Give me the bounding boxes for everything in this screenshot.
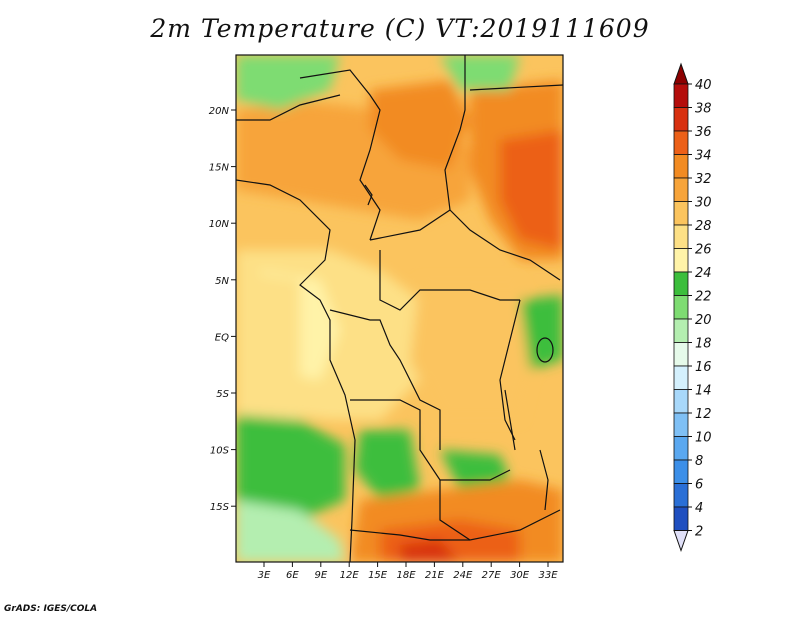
colorbar-bin: [673, 459, 689, 484]
lat-tick-label: 5S: [216, 389, 229, 400]
colorbar-bin: [673, 295, 689, 320]
colorbar-label: 36: [695, 125, 712, 140]
lakes: [364, 184, 554, 511]
colorbar: 40 38 36 34 32 30 28 26 24 22 20 18 16 14 12 10 8 6 4 2: [673, 62, 712, 553]
colorbar-bin: [673, 271, 689, 296]
latitude-axis: 20N 15N 10N 5N EQ 5S 10S 15S: [209, 106, 236, 513]
colorbar-label: 10: [695, 431, 712, 446]
colorbar-label: 26: [695, 243, 712, 258]
colorbar-label: 8: [695, 454, 703, 469]
country-borders: [236, 55, 563, 562]
lon-tick-label: 9E: [314, 570, 327, 581]
colorbar-over-arrow: [673, 62, 689, 85]
colorbar-bin: [673, 483, 689, 508]
colorbar-bin: [673, 318, 689, 343]
colorbar-bin: [673, 130, 689, 155]
lon-tick-label: 15E: [368, 570, 388, 581]
colorbar-bin: [673, 224, 689, 249]
lon-tick-label: 3E: [258, 570, 271, 581]
lon-tick-label: 12E: [340, 570, 360, 581]
colorbar-label: 24: [695, 266, 712, 281]
colorbar-label: 34: [695, 149, 712, 164]
longitude-axis: 3E 6E 9E 12E 15E 18E 21E 24E 27E 30E 33E: [258, 562, 558, 581]
colorbar-label: 22: [695, 290, 712, 305]
colorbar-bin: [673, 342, 689, 367]
lat-tick-label: EQ: [215, 332, 229, 343]
footer-credit: GrADS: IGES/COLA: [4, 604, 98, 614]
colorbar-label: 6: [695, 478, 703, 493]
lon-tick-label: 6E: [286, 570, 299, 581]
colorbar-bin: [673, 365, 689, 390]
colorbar-bin: [673, 506, 689, 531]
lat-tick-label: 10N: [209, 219, 230, 230]
colorbar-label: 32: [695, 172, 712, 187]
map-frame: [235, 54, 564, 563]
colorbar-bin: [673, 107, 689, 132]
colorbar-label: 18: [695, 337, 712, 352]
lat-tick-label: 15S: [210, 502, 230, 513]
colorbar-label: 16: [695, 360, 712, 375]
colorbar-bin: [673, 201, 689, 226]
colorbar-bin: [673, 436, 689, 461]
colorbar-label: 28: [695, 219, 712, 234]
colorbar-label: 30: [695, 196, 712, 211]
colorbar-bin: [673, 389, 689, 414]
colorbar-bin: [673, 248, 689, 273]
colorbar-label: 4: [695, 501, 703, 516]
lon-tick-label: 18E: [396, 570, 416, 581]
lon-tick-label: 33E: [538, 570, 558, 581]
colorbar-label: 2: [695, 525, 703, 540]
lat-tick-label: 20N: [209, 106, 230, 117]
colorbar-label: 12: [695, 407, 712, 422]
map-title: 2m Temperature (C) VT:2019111609: [150, 14, 650, 43]
lon-tick-label: 27E: [482, 570, 502, 581]
lon-tick-label: 30E: [510, 570, 530, 581]
colorbar-label: 20: [695, 313, 712, 328]
colorbar-label: 14: [695, 384, 712, 399]
colorbar-bin: [673, 412, 689, 437]
temperature-field: [236, 55, 563, 562]
lon-tick-label: 21E: [425, 570, 445, 581]
lat-tick-label: 10S: [210, 446, 230, 457]
colorbar-under-arrow: [673, 530, 689, 553]
colorbar-label: 40: [695, 78, 712, 93]
colorbar-bin: [673, 154, 689, 179]
colorbar-bin: [673, 83, 689, 108]
lat-tick-label: 15N: [209, 163, 230, 174]
lon-tick-label: 24E: [453, 570, 473, 581]
colorbar-label: 38: [695, 102, 712, 117]
colorbar-bin: [673, 177, 689, 202]
lat-tick-label: 5N: [215, 276, 229, 287]
